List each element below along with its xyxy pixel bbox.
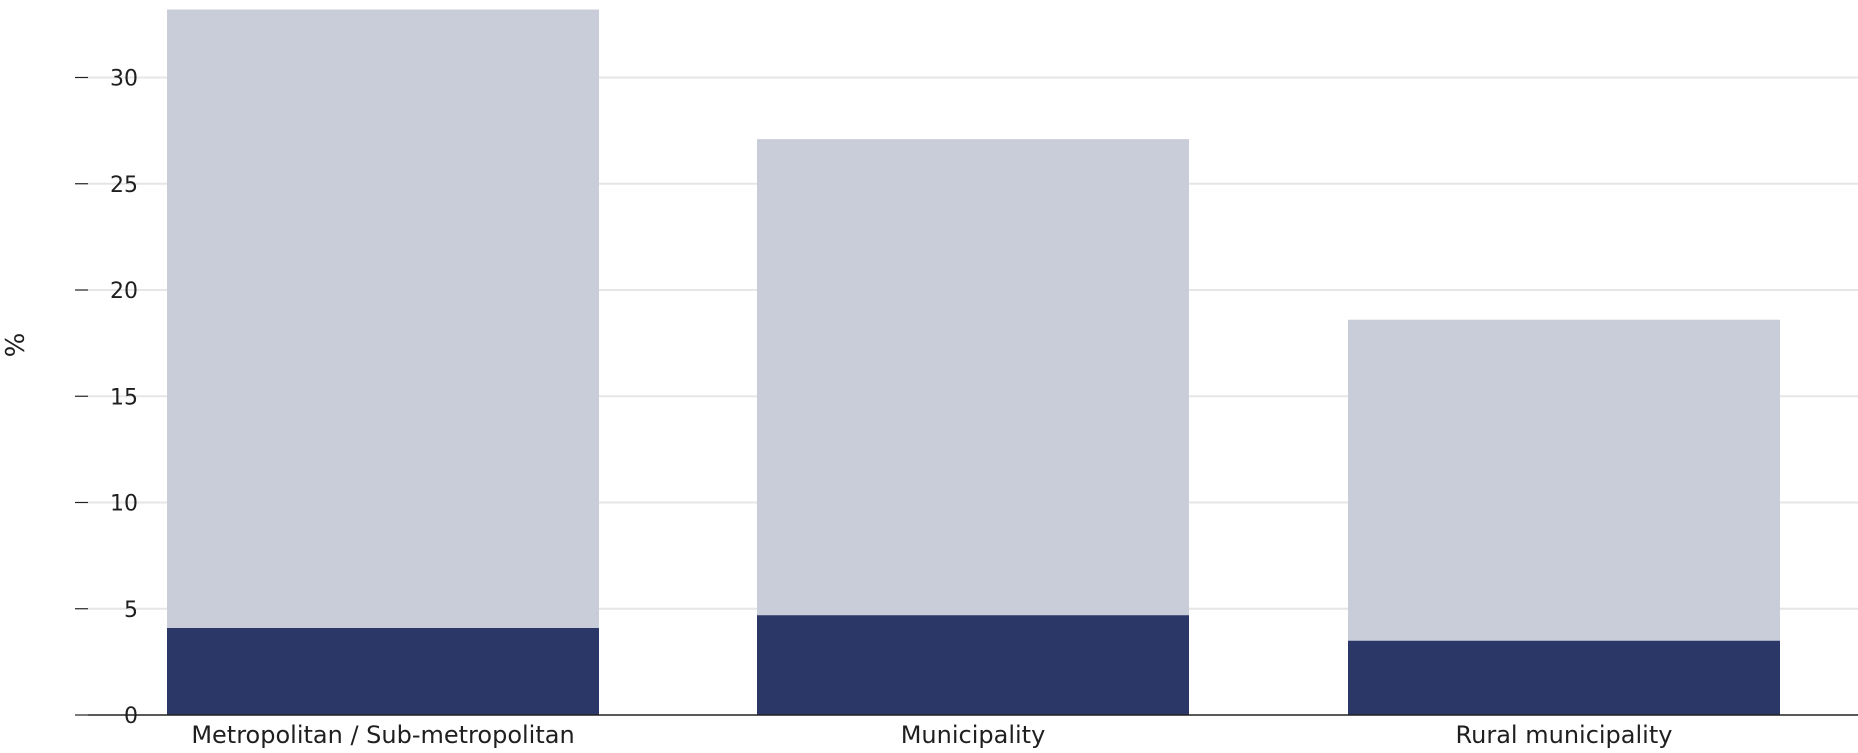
bar-segment-upper-0 <box>167 9 599 628</box>
y-tick-label: 20 <box>110 279 138 304</box>
y-tick-label: 15 <box>110 385 138 410</box>
y-tick-labels: 0 5 10 15 20 25 30 <box>75 67 138 729</box>
y-tick-label: 5 <box>124 598 138 623</box>
x-tick-label: Municipality <box>901 721 1046 749</box>
bar-segment-lower-1 <box>757 615 1189 715</box>
bar-segment-upper-2 <box>1348 319 1780 641</box>
y-tick-label: 25 <box>110 173 138 198</box>
y-tick-label: 10 <box>110 492 138 517</box>
x-tick-label: Rural municipality <box>1456 721 1673 749</box>
bar-segment-lower-2 <box>1348 640 1780 715</box>
x-tick-label: Metropolitan / Sub-metropolitan <box>191 721 574 749</box>
y-tick-label: 30 <box>110 67 138 92</box>
x-tick-labels: Metropolitan / Sub-metropolitan Municipal… <box>191 721 1672 749</box>
bars <box>167 9 1780 715</box>
y-axis-title: % <box>1 333 31 358</box>
bar-segment-lower-0 <box>167 627 599 715</box>
y-tick-label: 0 <box>124 704 138 729</box>
bar-segment-upper-1 <box>757 139 1189 616</box>
